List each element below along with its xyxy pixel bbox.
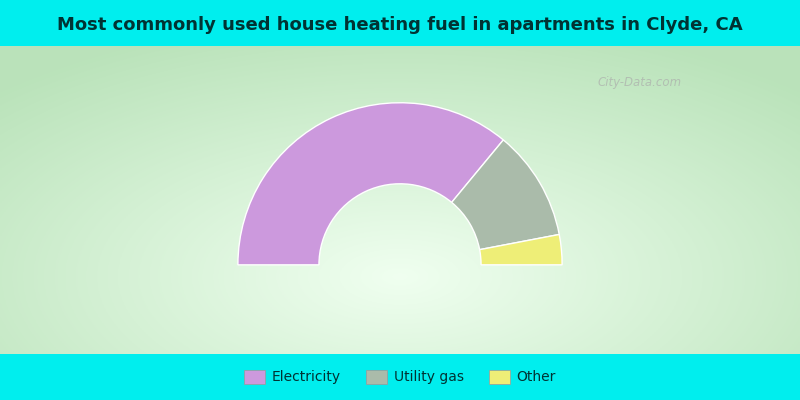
- Text: Most commonly used house heating fuel in apartments in Clyde, CA: Most commonly used house heating fuel in…: [57, 16, 743, 34]
- Wedge shape: [452, 140, 559, 250]
- Wedge shape: [480, 234, 562, 265]
- Wedge shape: [238, 103, 503, 265]
- Legend: Electricity, Utility gas, Other: Electricity, Utility gas, Other: [238, 364, 562, 390]
- Text: City-Data.com: City-Data.com: [598, 76, 682, 90]
